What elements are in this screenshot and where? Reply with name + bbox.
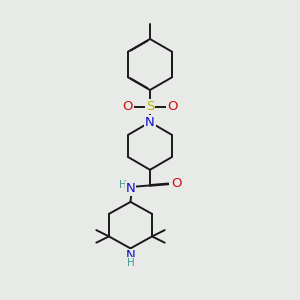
Text: N: N: [126, 249, 135, 262]
Text: H: H: [119, 179, 127, 190]
Text: N: N: [145, 116, 155, 129]
Text: O: O: [123, 100, 133, 113]
Text: H: H: [127, 258, 134, 268]
Text: S: S: [146, 100, 154, 113]
Text: N: N: [125, 182, 135, 195]
Text: O: O: [167, 100, 178, 113]
Text: O: O: [171, 177, 182, 190]
